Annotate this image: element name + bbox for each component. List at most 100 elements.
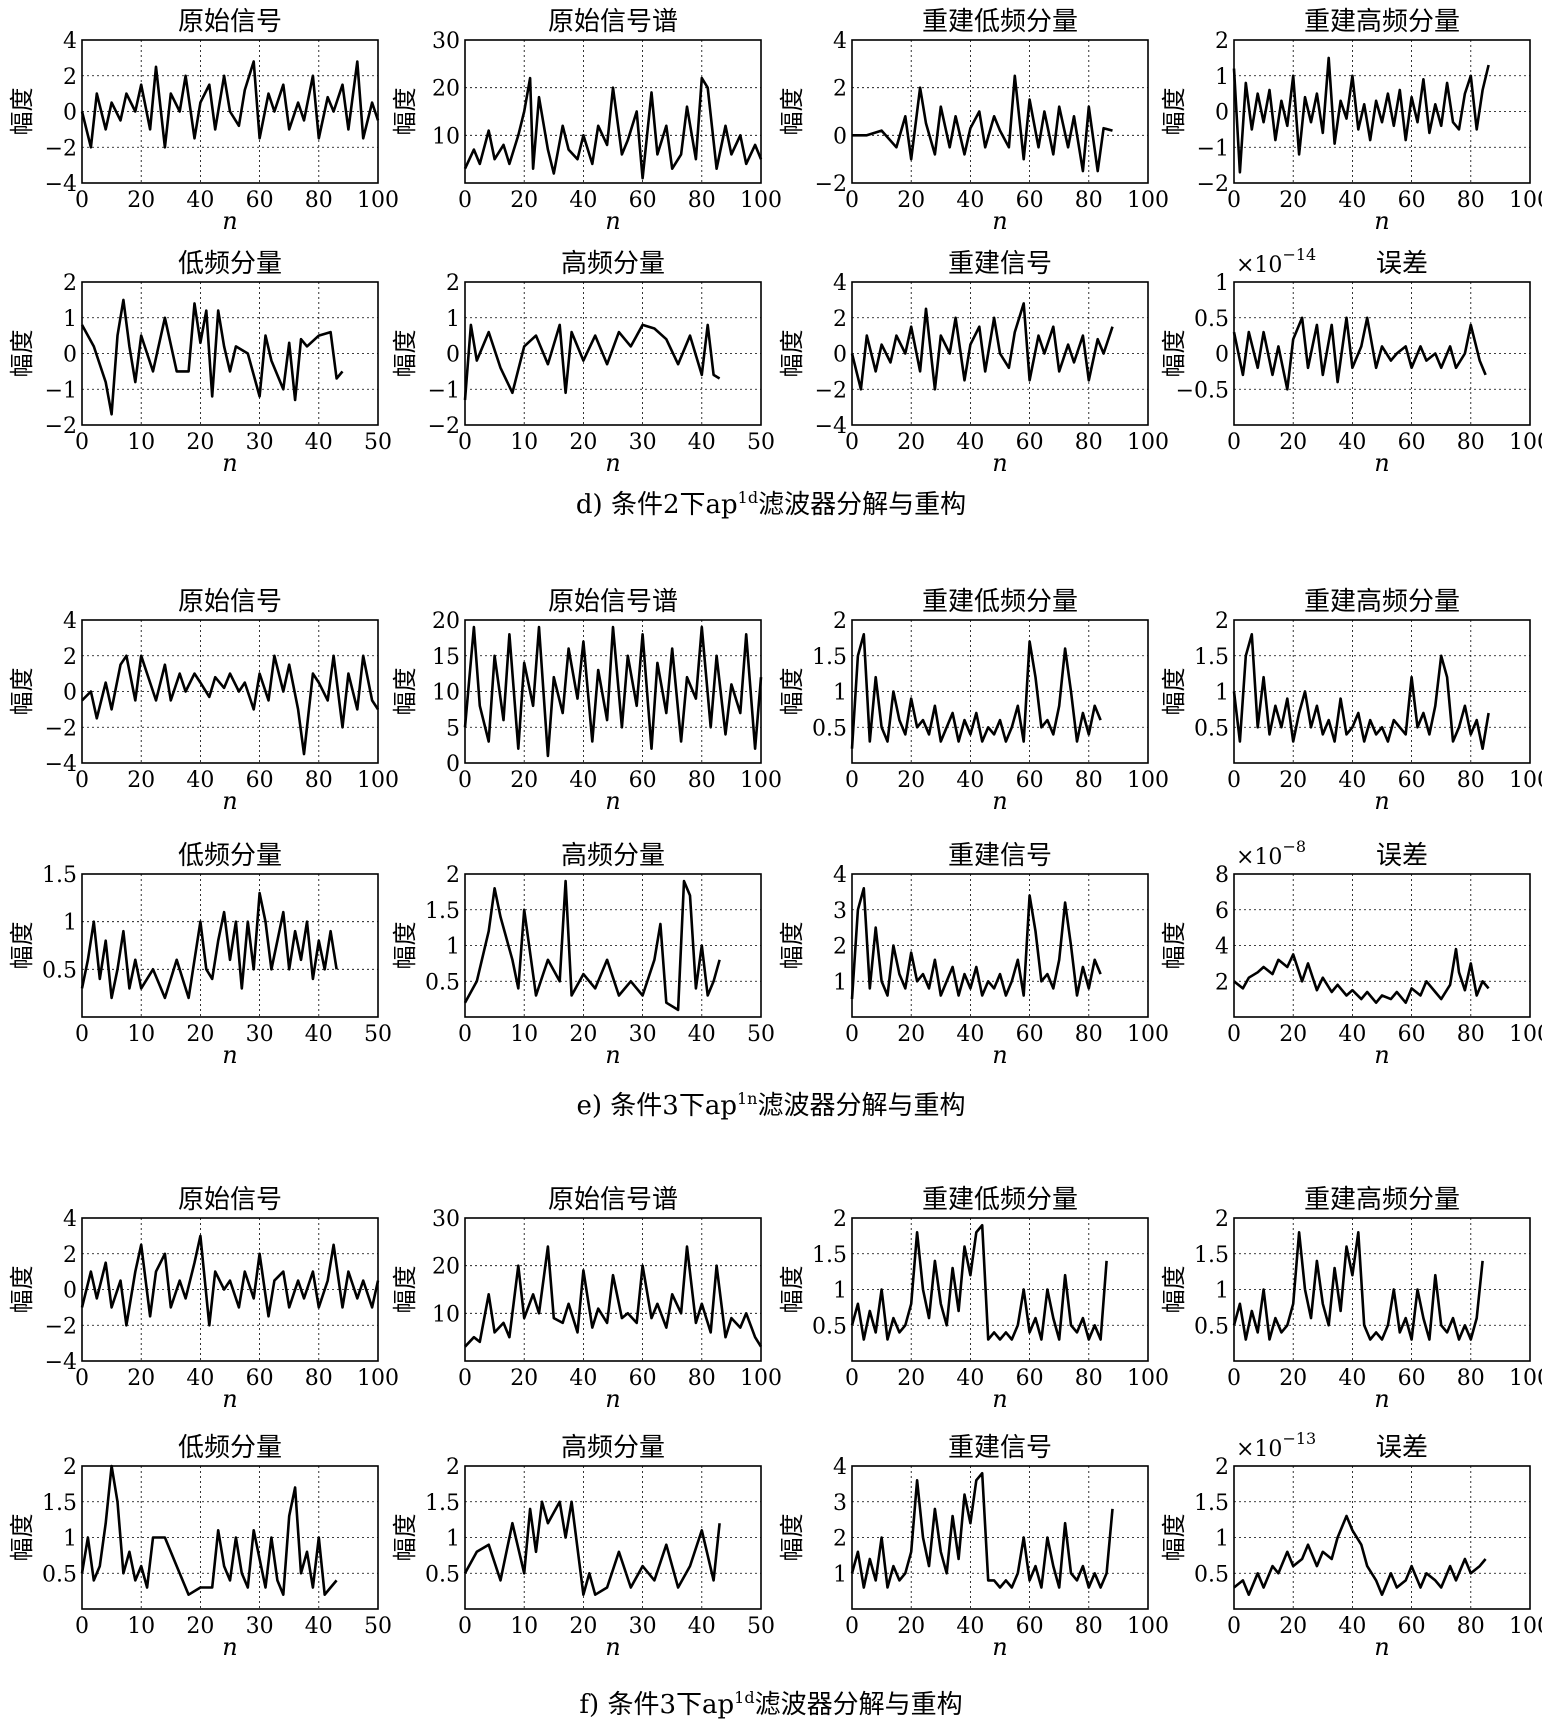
y-tick-label: 2 (1215, 29, 1229, 54)
x-tick-label: 40 (1338, 1366, 1366, 1391)
panel-title: 高频分量 (561, 249, 665, 279)
x-axis-label: n (992, 787, 1007, 815)
y-axis-label: 幅度 (8, 668, 36, 716)
x-axis-label: n (992, 1385, 1007, 1413)
x-tick-label: 40 (1338, 430, 1366, 455)
panel-title: 低频分量 (178, 841, 282, 871)
x-tick-label: 20 (897, 1614, 925, 1639)
y-axis-label: 幅度 (1160, 1266, 1188, 1314)
x-tick-label: 80 (1075, 1614, 1103, 1639)
x-axis-label: n (992, 207, 1007, 235)
x-tick-label: 10 (510, 1614, 538, 1639)
section-caption: d) 条件2下ap1d滤波器分解与重构 (576, 488, 966, 520)
x-tick-label: 40 (1338, 1022, 1366, 1047)
x-tick-label: 100 (1509, 430, 1542, 455)
panel-title: 误差 (1376, 841, 1428, 871)
series-line (852, 74, 1113, 173)
y-tick-label: 0 (833, 343, 847, 368)
x-tick-label: 0 (1227, 1366, 1241, 1391)
x-tick-label: 0 (75, 188, 89, 213)
y-tick-label: 0.5 (812, 1314, 847, 1339)
panel-title: 重建低频分量 (922, 587, 1078, 617)
y-tick-label: 1.5 (1194, 1491, 1229, 1516)
y-tick-label: 2 (446, 271, 460, 296)
x-axis-label: n (605, 449, 620, 477)
y-tick-label: −2 (45, 716, 77, 741)
y-axis-label: 幅度 (778, 668, 806, 716)
y-axis-label: 幅度 (8, 1514, 36, 1562)
x-tick-label: 60 (1398, 1614, 1426, 1639)
x-axis-label: n (605, 787, 620, 815)
axes-box (464, 1217, 762, 1362)
panel-title: 误差 (1376, 249, 1428, 279)
y-tick-label: 2 (446, 1455, 460, 1480)
y-tick-label: −1 (45, 378, 77, 403)
y-tick-label: 2 (833, 609, 847, 634)
y-tick-label: 15 (432, 645, 460, 670)
panel-8: 0 20 40 60 80 100 0.5 1 1.5 2 误差 ×10−13 幅度 n (1160, 1429, 1542, 1661)
axis-multiplier-exponent: −14 (1282, 245, 1316, 264)
caption-suffix: 滤波器分解与重构 (757, 1091, 965, 1121)
x-tick-label: 20 (127, 1366, 155, 1391)
x-tick-label: 40 (569, 1366, 597, 1391)
x-tick-label: 0 (75, 768, 89, 793)
series-line (80, 1234, 380, 1327)
x-axis-label: n (222, 1633, 237, 1661)
panel-title: 重建高频分量 (1304, 7, 1460, 37)
x-tick-label: 20 (897, 768, 925, 793)
x-tick-label: 80 (1075, 430, 1103, 455)
x-tick-label: 40 (956, 430, 984, 455)
y-tick-label: 2 (833, 1207, 847, 1232)
y-tick-label: 0 (63, 1279, 77, 1304)
y-tick-label: 2 (833, 1527, 847, 1552)
panel-title: 低频分量 (178, 1433, 282, 1463)
x-tick-label: 50 (364, 1022, 392, 1047)
x-tick-label: 60 (246, 188, 274, 213)
x-tick-label: 40 (688, 430, 716, 455)
y-tick-label: 2 (833, 935, 847, 960)
section-caption: e) 条件3下ap1n滤波器分解与重构 (577, 1089, 966, 1121)
panel-title: 重建高频分量 (1304, 587, 1460, 617)
x-tick-label: 20 (127, 768, 155, 793)
y-tick-label: 0.5 (425, 1562, 460, 1587)
x-tick-label: 40 (1338, 768, 1366, 793)
y-tick-label: 0 (63, 101, 77, 126)
x-tick-label: 80 (305, 1366, 333, 1391)
y-tick-label: 2 (833, 307, 847, 332)
caption-prefix: d) 条件2下ap (576, 490, 738, 520)
x-tick-label: 60 (1016, 430, 1044, 455)
y-tick-label: 2 (63, 1243, 77, 1268)
x-axis-label: n (222, 1041, 237, 1069)
x-tick-label: 60 (1016, 1022, 1044, 1047)
x-tick-label: 100 (1127, 188, 1169, 213)
caption-superscript: 1n (737, 1089, 757, 1108)
series-line (464, 1245, 763, 1348)
caption-prefix: f) 条件3下ap (579, 1690, 734, 1720)
x-tick-label: 80 (1075, 1022, 1103, 1047)
x-axis-label: n (992, 449, 1007, 477)
x-tick-label: 40 (688, 1614, 716, 1639)
y-axis-label: 幅度 (391, 668, 419, 716)
y-tick-label: 0.5 (1194, 1314, 1229, 1339)
y-tick-label: 1 (833, 970, 847, 995)
x-tick-label: 100 (1127, 1614, 1169, 1639)
x-tick-label: 40 (1338, 1614, 1366, 1639)
x-tick-label: 80 (1075, 768, 1103, 793)
x-tick-label: 20 (897, 1366, 925, 1391)
series-line (463, 1500, 721, 1596)
x-tick-label: 0 (458, 768, 472, 793)
y-tick-label: 1 (833, 681, 847, 706)
series-line (850, 302, 1114, 391)
x-tick-label: 50 (747, 1614, 775, 1639)
y-tick-label: 0.5 (1194, 1562, 1229, 1587)
y-axis-label: 幅度 (778, 88, 806, 136)
y-tick-label: −2 (815, 378, 847, 403)
y-tick-label: −4 (45, 752, 77, 777)
y-tick-label: 6 (1215, 899, 1229, 924)
